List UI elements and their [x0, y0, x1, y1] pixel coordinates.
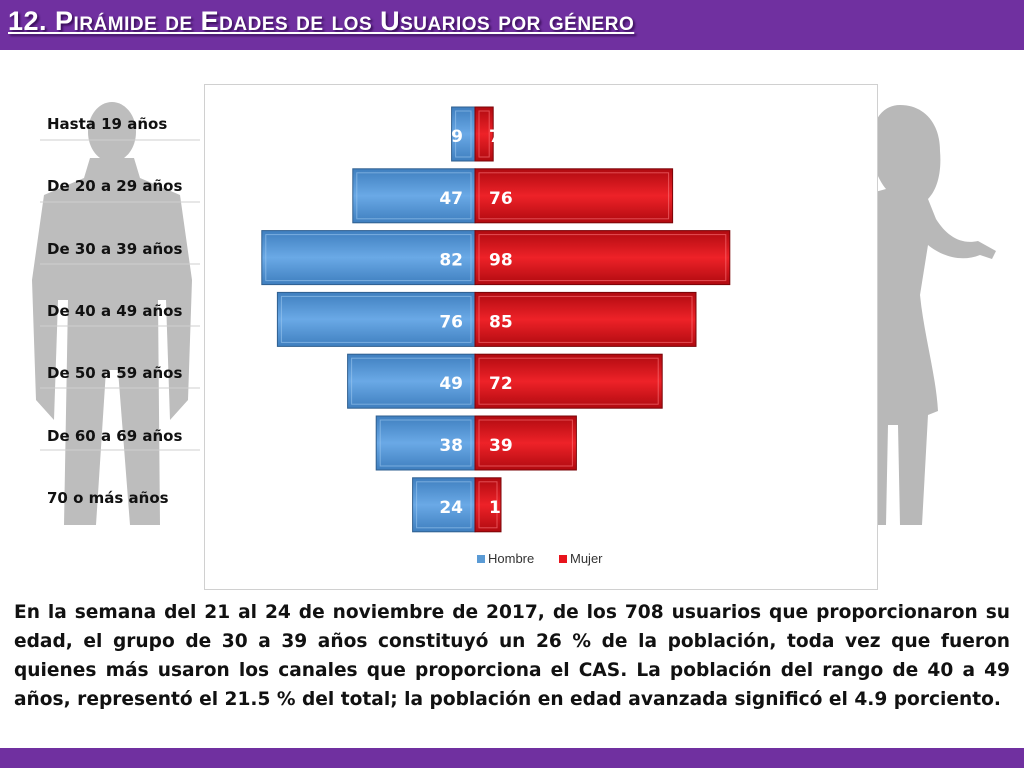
bar-hombre-bevel-4 — [351, 357, 472, 405]
label-mujer-3: 85 — [489, 312, 513, 332]
page-title: 12. Pirámide de Edades de los Usuarios p… — [8, 6, 635, 36]
bar-mujer-0 — [474, 106, 494, 162]
category-label-0: Hasta 19 años — [47, 115, 168, 133]
legend-swatch-hombre — [477, 555, 485, 563]
title-bar: 12. Pirámide de Edades de los Usuarios p… — [0, 0, 1024, 50]
label-hombre-0: 9 — [451, 127, 463, 147]
man-silhouette — [32, 102, 192, 525]
bar-hombre-1 — [352, 168, 476, 224]
bar-hombre-3 — [276, 291, 476, 347]
label-mujer-6: 10 — [489, 498, 513, 518]
label-mujer-4: 72 — [489, 374, 513, 394]
category-label-5: De 60 a 69 años — [47, 426, 183, 445]
bar-mujer-bevel-6 — [478, 481, 498, 529]
bar-hombre-bevel-0 — [455, 110, 472, 158]
bottom-bar — [0, 748, 1024, 768]
bar-mujer-bevel-3 — [478, 295, 693, 343]
bar-mujer-bevel-4 — [478, 357, 659, 405]
category-label-6: 70 o más años — [47, 488, 169, 507]
bar-hombre-bevel-3 — [280, 295, 472, 343]
category-label-2: De 30 a 39 años — [47, 239, 183, 258]
label-mujer-0: 7 — [489, 127, 501, 147]
bar-mujer-bevel-1 — [478, 172, 670, 220]
legend-swatch-mujer — [559, 555, 567, 563]
label-hombre-2: 82 — [439, 251, 463, 271]
bar-hombre-bevel-6 — [416, 481, 472, 529]
category-label-1: De 20 a 29 años — [47, 177, 183, 196]
chart-frame: 9 7 47 76 82 98 76 85 49 72 38 39 24 10 Hombre Mujer — [204, 84, 878, 590]
legend-label-hombre: Hombre — [488, 551, 534, 566]
bar-hombre-bevel-2 — [265, 234, 472, 282]
label-hombre-5: 38 — [439, 436, 463, 456]
bar-hombre-4 — [347, 353, 476, 409]
row-guides — [40, 139, 200, 451]
bar-hombre-bevel-1 — [356, 172, 472, 220]
bar-mujer-5 — [474, 415, 577, 471]
summary-paragraph: En la semana del 21 al 24 de noviembre d… — [14, 602, 1010, 710]
bar-mujer-2 — [474, 230, 731, 286]
label-hombre-6: 24 — [439, 498, 463, 518]
label-mujer-2: 98 — [489, 251, 513, 271]
bar-mujer-4 — [474, 353, 663, 409]
label-hombre-3: 76 — [439, 312, 463, 332]
bar-hombre-2 — [261, 230, 476, 286]
label-mujer-5: 39 — [489, 436, 513, 456]
bar-mujer-bevel-5 — [478, 419, 573, 467]
bar-mujer-bevel-2 — [478, 234, 727, 282]
category-label-4: De 50 a 59 años — [47, 364, 183, 383]
bar-mujer-bevel-0 — [478, 110, 490, 158]
label-hombre-1: 47 — [439, 189, 463, 209]
bar-mujer-1 — [474, 168, 674, 224]
label-mujer-1: 76 — [489, 189, 513, 209]
category-label-3: De 40 a 49 años — [47, 301, 183, 320]
bar-hombre-5 — [375, 415, 476, 471]
label-hombre-4: 49 — [439, 374, 463, 394]
population-pyramid-chart: 9 7 47 76 82 98 76 85 49 72 38 39 24 10 Hombre Mujer — [261, 106, 731, 566]
bar-hombre-bevel-5 — [379, 419, 472, 467]
bar-hombre-6 — [412, 477, 476, 533]
bar-mujer-3 — [474, 291, 697, 347]
legend-label-mujer: Mujer — [570, 551, 603, 566]
